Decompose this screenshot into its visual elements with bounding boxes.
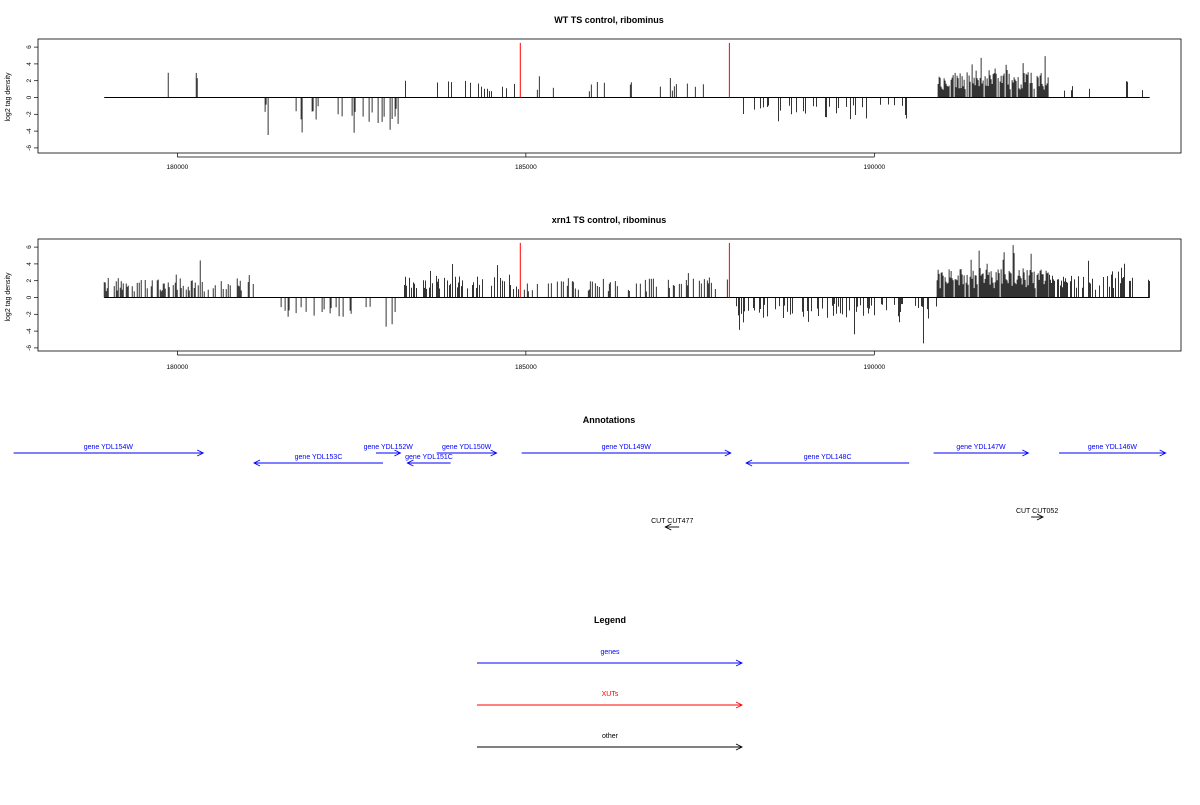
feature-arrowhead xyxy=(1036,513,1045,521)
legend-label: genes xyxy=(600,649,620,656)
plot-area: 6 4 2 0 -2 -4 -6 180000 185000 190000 xyxy=(26,238,1182,371)
panel-title: xrn1 TS control, ribominus xyxy=(552,215,667,225)
y-tick-label: -4 xyxy=(26,128,33,134)
feature-arrowhead xyxy=(724,449,732,457)
y-axis-label: log2 tag density xyxy=(5,72,12,122)
y-tick-label: 6 xyxy=(26,45,33,49)
y-axis-label: log2 tag density xyxy=(5,272,12,322)
xrn1-coverage-panel: xrn1 TS control, ribominus log2 tag dens… xyxy=(5,215,1182,371)
feature-arrowhead xyxy=(490,449,498,457)
x-tick-label: 190000 xyxy=(863,364,885,371)
gene-feature: gene YDL148C xyxy=(745,454,910,467)
feature-arrowhead xyxy=(735,659,744,667)
gene-label: gene YDL151C xyxy=(405,454,453,461)
gene-label: gene YDL153C xyxy=(295,454,343,461)
feature-arrowhead xyxy=(735,701,744,709)
gene-feature: gene YDL147W xyxy=(933,444,1030,457)
gene-feature: gene YDL151C xyxy=(405,454,453,467)
feature-arrowhead xyxy=(196,449,205,457)
y-tick-label: 0 xyxy=(26,95,33,99)
x-tick-label: 190000 xyxy=(863,164,885,171)
x-tick-label: 185000 xyxy=(515,364,537,371)
panel-title: WT TS control, ribominus xyxy=(554,15,664,25)
coverage-bars xyxy=(103,245,1150,344)
gene-feature: gene YDL153C xyxy=(253,454,383,467)
feature-arrowhead xyxy=(406,459,414,467)
cut-label: CUT CUT052 xyxy=(1016,508,1058,515)
y-tick-label: 0 xyxy=(26,295,33,299)
gene-label: gene YDL154W xyxy=(84,444,134,451)
x-tick-label: 180000 xyxy=(167,364,189,371)
legend-label: XUTs xyxy=(602,691,619,698)
gene-feature: gene YDL149W xyxy=(521,444,732,457)
feature-arrowhead xyxy=(1022,449,1030,457)
x-tick-label: 180000 xyxy=(167,164,189,171)
wt-coverage-panel: WT TS control, ribominus log2 tag densit… xyxy=(5,15,1182,171)
feature-arrowhead xyxy=(394,449,402,457)
x-tick-label: 185000 xyxy=(515,164,537,171)
cut-label: CUT CUT477 xyxy=(651,518,693,525)
legend-title: Legend xyxy=(594,615,626,625)
feature-arrowhead xyxy=(664,523,672,531)
cut-feature: CUT CUT052 xyxy=(1016,508,1058,521)
legend-item: genes xyxy=(477,649,744,667)
y-tick-label: -4 xyxy=(26,328,33,334)
gene-feature: gene YDL146W xyxy=(1059,444,1167,457)
plot-area: 6 4 2 0 -2 -4 -6 180000 185000 190000 xyxy=(26,38,1182,171)
gene-label: gene YDL146W xyxy=(1088,444,1138,451)
plot-frame xyxy=(37,238,1182,352)
gene-label: gene YDL149W xyxy=(602,444,652,451)
gene-feature: gene YDL150W xyxy=(436,444,498,457)
y-tick-label: -6 xyxy=(26,345,33,351)
y-tick-label: 2 xyxy=(26,79,33,83)
coverage-bars xyxy=(167,56,1143,135)
gene-feature: gene YDL152W xyxy=(364,444,414,457)
feature-arrowhead xyxy=(1159,449,1167,457)
legend-items: genes XUTs other xyxy=(477,649,744,751)
feature-arrowhead xyxy=(735,743,744,751)
gene-label: gene YDL150W xyxy=(442,444,492,451)
y-tick-label: 4 xyxy=(26,62,33,66)
legend: Legend genes XUTs other xyxy=(477,615,744,751)
y-tick-label: -2 xyxy=(26,111,33,117)
annotations-title: Annotations xyxy=(583,415,636,425)
y-tick-label: 4 xyxy=(26,262,33,266)
feature-arrowhead xyxy=(253,459,261,467)
legend-item: other xyxy=(477,733,744,751)
gene-label: gene YDL152W xyxy=(364,444,414,451)
cut-feature: CUT CUT477 xyxy=(651,518,693,531)
plot-frame xyxy=(37,38,1182,154)
legend-label: other xyxy=(602,733,619,740)
gene-feature: gene YDL154W xyxy=(13,444,205,457)
y-tick-label: -2 xyxy=(26,311,33,317)
gene-label: gene YDL148C xyxy=(804,454,852,461)
legend-item: XUTs xyxy=(477,691,744,709)
y-tick-label: -6 xyxy=(26,145,33,151)
y-tick-label: 2 xyxy=(26,279,33,283)
y-tick-label: 6 xyxy=(26,245,33,249)
feature-arrowhead xyxy=(745,459,753,467)
gene-label: gene YDL147W xyxy=(956,444,1006,451)
annotation-features: gene YDL154W gene YDL153C gene YDL152W gene… xyxy=(13,444,1167,531)
